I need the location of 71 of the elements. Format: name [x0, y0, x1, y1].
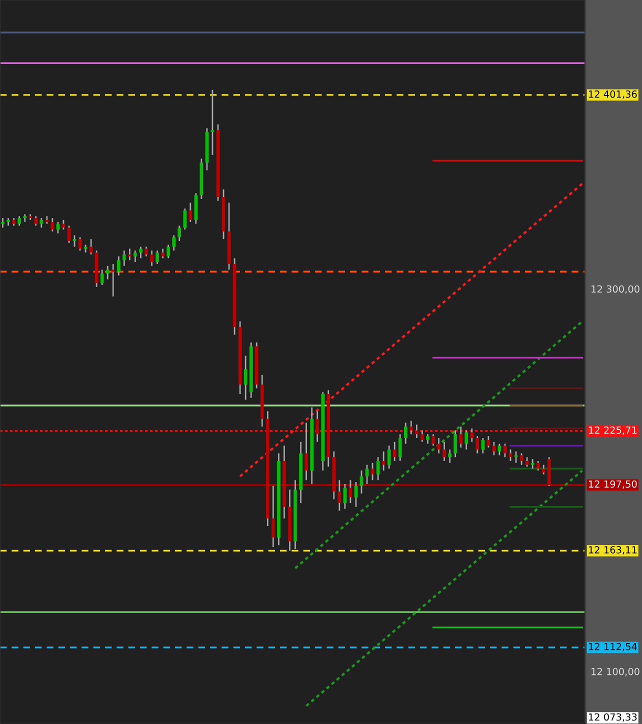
candlestick [78, 236, 82, 252]
candlestick [432, 434, 435, 446]
candlestick [476, 435, 480, 454]
candlestick [437, 437, 440, 454]
candlestick [415, 424, 418, 439]
candlestick [481, 437, 485, 454]
ref-line-label: 12 163,11 [588, 546, 637, 554]
candlestick [470, 428, 474, 443]
candlestick [134, 250, 137, 263]
candlestick [514, 450, 518, 464]
candlestick [338, 479, 342, 512]
candlestick [272, 485, 275, 548]
candlestick [178, 225, 182, 242]
candlestick [144, 246, 148, 258]
candlestick [520, 452, 524, 466]
candlestick [398, 434, 402, 462]
candlestick [172, 234, 176, 252]
candlestick [316, 410, 319, 443]
candlestick [106, 265, 110, 280]
ref-line-label: 12 225,71 [588, 426, 637, 435]
candlestick [122, 250, 126, 267]
candlestick [183, 208, 187, 230]
candlestick [542, 464, 546, 476]
candlestick [464, 430, 468, 450]
y-tick-label: 12 100,00 [592, 668, 640, 676]
candlestick [492, 441, 496, 456]
candlestick [382, 450, 386, 472]
candlestick [525, 456, 529, 468]
candlestick [454, 430, 457, 458]
candlestick [150, 250, 154, 267]
candlestick [117, 256, 120, 276]
candlestick [111, 263, 115, 298]
candlestick [370, 462, 374, 481]
text: 12 073,33 [588, 713, 637, 722]
candlestick [448, 448, 452, 464]
y-tick-label: 12 300,00 [592, 285, 640, 294]
candlestick [210, 89, 214, 156]
candlestick [67, 225, 71, 244]
candlestick [304, 422, 308, 481]
candlestick [420, 430, 424, 443]
candlestick [1, 217, 4, 228]
candlestick [18, 215, 21, 226]
candlestick [354, 481, 358, 508]
candlestick [365, 464, 369, 485]
candlestick [156, 250, 159, 265]
candlestick [530, 458, 534, 470]
ref-line-label: 12 401,36 [588, 90, 637, 99]
candlestick [188, 202, 192, 223]
candlestick [498, 443, 502, 456]
candlestick [459, 426, 462, 448]
candlestick [161, 248, 164, 259]
ref-line-label: 12 197,50 [588, 480, 637, 489]
candlestick [72, 234, 76, 248]
candlestick [426, 434, 430, 444]
candlestick [360, 470, 364, 494]
candlestick [348, 479, 352, 504]
candlestick [40, 217, 44, 228]
candlestick [503, 443, 507, 458]
candlestick [139, 246, 142, 259]
candlestick [387, 444, 391, 470]
candlestick [128, 248, 132, 261]
candlestick [166, 244, 170, 259]
candlestick [376, 456, 380, 481]
ref-line-label: 12 112,54 [588, 642, 637, 652]
candlestick [244, 355, 248, 400]
candlestick [404, 422, 408, 444]
candlestick [34, 215, 38, 226]
candlestick [100, 269, 104, 286]
candlestick [392, 441, 396, 462]
candlestick [442, 441, 446, 462]
candlestick [410, 420, 413, 435]
